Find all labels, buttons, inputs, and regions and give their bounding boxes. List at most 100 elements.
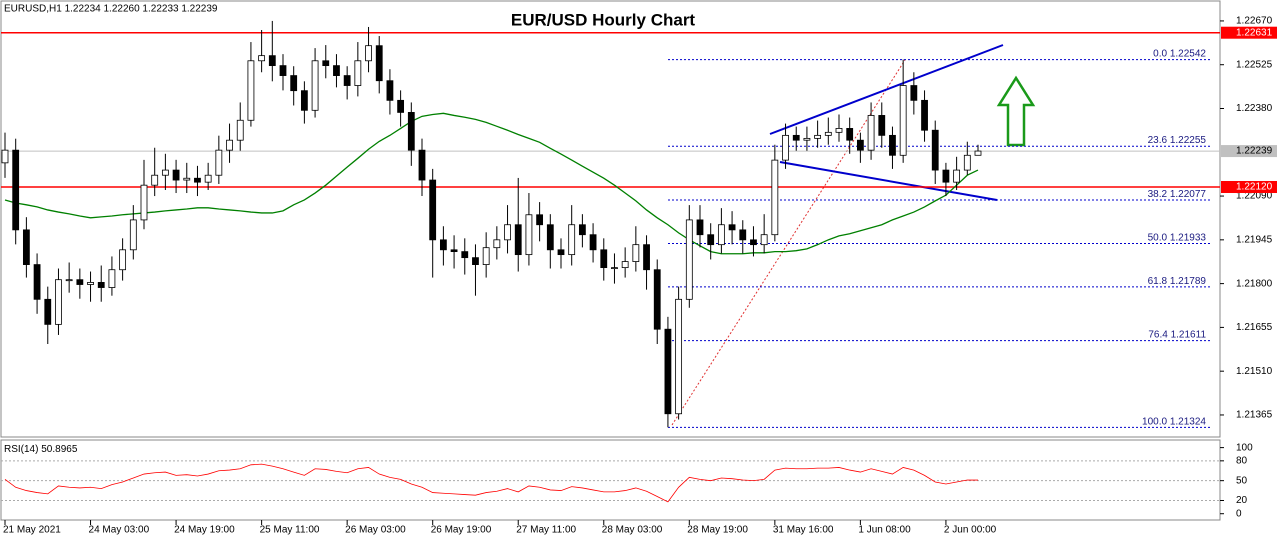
candle-body bbox=[760, 234, 768, 246]
y-tick-label: 1.21655 bbox=[1236, 322, 1273, 333]
fib-level-price: 1.21933 bbox=[1170, 232, 1207, 243]
candle-body bbox=[183, 177, 191, 181]
x-tick-label: 24 May 19:00 bbox=[174, 525, 235, 536]
candle-body bbox=[707, 234, 715, 246]
candle-body bbox=[333, 65, 340, 76]
candle-body bbox=[921, 99, 928, 131]
x-tick-label: 27 May 11:00 bbox=[516, 525, 576, 536]
fib-level-percent: 76.4 bbox=[1148, 329, 1168, 340]
candle-body bbox=[771, 159, 779, 236]
candle-body bbox=[878, 115, 886, 136]
fib-level-percent: 50.0 bbox=[1148, 232, 1168, 243]
candle-body bbox=[418, 149, 426, 181]
fib-level-percent: 0.0 bbox=[1153, 48, 1167, 59]
fib-level-label: 23.6 1.22255 bbox=[1148, 135, 1207, 146]
candle-body bbox=[204, 174, 212, 183]
rsi-y-tick-label: 80 bbox=[1236, 455, 1248, 466]
fib-level-label: 38.2 1.22077 bbox=[1148, 189, 1207, 200]
candle-body bbox=[322, 60, 330, 67]
candle-body bbox=[963, 154, 971, 171]
rsi-y-tick-label: 20 bbox=[1236, 495, 1248, 506]
y-tick-label: 1.22525 bbox=[1236, 59, 1273, 70]
up-arrow bbox=[996, 75, 1036, 147]
triangle-upper bbox=[769, 44, 1004, 135]
candle-body bbox=[343, 75, 351, 86]
candle-body bbox=[589, 234, 597, 251]
candle-body bbox=[493, 239, 501, 249]
candle-body bbox=[226, 139, 233, 151]
fib-level-label: 76.4 1.21611 bbox=[1148, 329, 1206, 340]
candle-body bbox=[354, 60, 362, 86]
candle-body bbox=[942, 169, 950, 183]
candle-body bbox=[140, 184, 148, 221]
candle-body bbox=[161, 169, 169, 176]
candle-body bbox=[557, 249, 565, 256]
candle-body bbox=[899, 85, 907, 156]
x-tick-label: 28 May 19:00 bbox=[687, 525, 748, 536]
x-tick-label: 25 May 11:00 bbox=[260, 525, 320, 536]
rsi-panel bbox=[0, 439, 1221, 521]
candle-body bbox=[129, 219, 137, 251]
candle-body bbox=[65, 279, 73, 282]
candle-body bbox=[632, 244, 640, 262]
triangle-lower bbox=[779, 161, 998, 201]
x-tick-label: 28 May 03:00 bbox=[602, 525, 663, 536]
rsi-value: 50.8965 bbox=[41, 444, 78, 455]
y-tick-label: 1.21365 bbox=[1236, 410, 1273, 421]
candle-body bbox=[525, 214, 533, 256]
candle-body bbox=[268, 55, 276, 67]
level-tag bbox=[1221, 26, 1277, 39]
candle-body bbox=[675, 298, 683, 415]
x-tick-label: 2 Jun 00:00 bbox=[944, 525, 997, 536]
candle-body bbox=[55, 279, 62, 325]
rsi-y-tick-label: 50 bbox=[1236, 475, 1248, 486]
candle-body bbox=[87, 282, 94, 285]
candle-body bbox=[22, 229, 30, 265]
y-tick-label: 1.22670 bbox=[1236, 16, 1273, 27]
candle-body bbox=[450, 249, 458, 253]
candle-body bbox=[664, 328, 672, 415]
candle-body bbox=[472, 257, 479, 265]
price-panel bbox=[0, 0, 1221, 438]
candle-body bbox=[514, 224, 522, 256]
candle-body bbox=[974, 150, 982, 156]
symbol-header: EURUSD,H1 1.22234 1.22260 1.22233 1.2223… bbox=[4, 4, 218, 15]
fib-level-percent: 38.2 bbox=[1148, 189, 1168, 200]
rsi-label: RSI(14) 50.8965 bbox=[4, 444, 78, 455]
candle-body bbox=[578, 224, 586, 236]
candle-body bbox=[611, 267, 618, 270]
fib-level-percent: 100.0 bbox=[1142, 416, 1167, 427]
candle-body bbox=[76, 279, 84, 285]
candle-body bbox=[568, 224, 576, 256]
x-tick-label: 24 May 03:00 bbox=[89, 525, 150, 536]
x-tick-label: 26 May 03:00 bbox=[345, 525, 406, 536]
candle-body bbox=[375, 45, 383, 82]
candle-body bbox=[439, 239, 447, 251]
candle-body bbox=[108, 269, 116, 288]
candle-body bbox=[300, 90, 308, 111]
candle-body bbox=[151, 174, 159, 186]
y-tick-label: 1.22090 bbox=[1236, 191, 1273, 202]
fib-level-label: 61.8 1.21789 bbox=[1148, 276, 1207, 287]
current-price-label: 1.22239 bbox=[1236, 146, 1273, 157]
candle-body bbox=[311, 60, 319, 111]
candle-body bbox=[12, 149, 20, 231]
candle-body bbox=[386, 80, 394, 101]
candle-body bbox=[461, 251, 469, 259]
candle-body bbox=[717, 224, 725, 246]
candle-body bbox=[685, 219, 693, 300]
rsi-y-tick-label: 100 bbox=[1236, 442, 1253, 453]
candle-body bbox=[172, 169, 180, 181]
candle-body bbox=[365, 45, 372, 62]
candle-body bbox=[429, 179, 437, 241]
candle-body bbox=[792, 134, 800, 141]
candle-body bbox=[119, 249, 127, 271]
fib-level-label: 100.0 1.21324 bbox=[1142, 416, 1206, 427]
candle-body bbox=[653, 269, 661, 330]
candle-body bbox=[194, 177, 201, 183]
current-price-tag bbox=[1221, 145, 1277, 158]
y-tick-label: 1.21510 bbox=[1236, 366, 1273, 377]
candle-body bbox=[600, 249, 608, 269]
candle-body bbox=[407, 112, 415, 151]
candle-body bbox=[236, 119, 244, 141]
